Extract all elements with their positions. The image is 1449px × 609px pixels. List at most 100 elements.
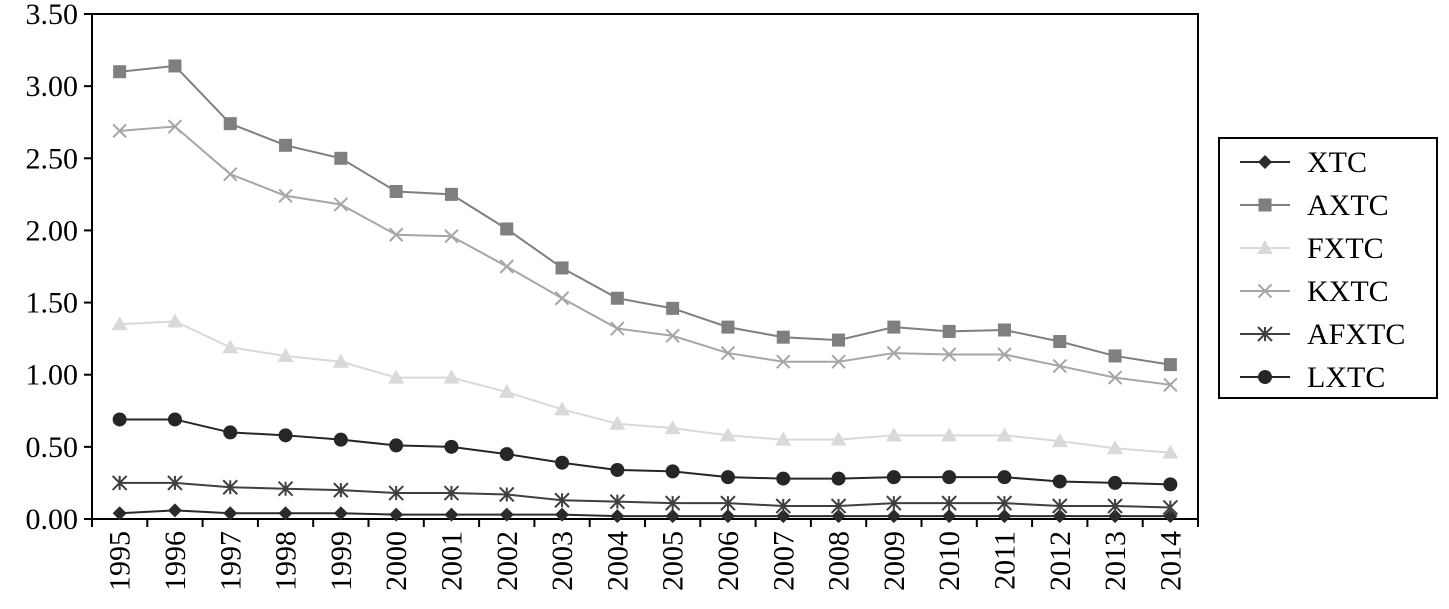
series-layer [111, 59, 1179, 524]
legend-label: KXTC [1307, 275, 1389, 308]
data-point-fxtc [609, 415, 626, 430]
data-point-xtc [1108, 509, 1123, 524]
legend-marker [1257, 240, 1273, 254]
data-point-fxtc [830, 431, 847, 446]
data-point-xtc [665, 509, 680, 524]
x-tick-label: 2010 [933, 531, 966, 591]
data-point-fxtc [885, 427, 902, 442]
data-point-kxtc [1107, 370, 1123, 385]
data-point-axtc [942, 324, 956, 338]
data-point-axtc [1053, 335, 1067, 349]
data-point-kxtc [333, 197, 349, 212]
data-point-afxtc [388, 485, 404, 501]
data-point-afxtc [554, 492, 570, 508]
data-point-axtc [113, 65, 127, 79]
data-point-xtc [886, 509, 901, 524]
data-point-lxtc [720, 470, 735, 485]
x-tick-label: 2002 [491, 531, 524, 591]
data-point-fxtc [996, 427, 1013, 442]
data-point-axtc [279, 138, 293, 152]
y-tick-label: 1.50 [26, 287, 79, 320]
data-point-xtc [942, 509, 957, 524]
data-point-kxtc [610, 321, 625, 336]
data-point-axtc [610, 291, 624, 305]
x-tick-label: 2014 [1154, 531, 1187, 591]
data-point-fxtc [1107, 440, 1124, 455]
data-point-xtc [997, 509, 1012, 524]
data-point-lxtc [1163, 477, 1178, 492]
data-point-axtc [887, 320, 901, 334]
data-point-fxtc [388, 369, 405, 384]
data-point-kxtc [444, 228, 459, 244]
y-axis: 0.00 0.50 1.00 1.50 2.00 2.50 3.00 3.50 [26, 0, 92, 536]
data-point-afxtc [1107, 498, 1123, 514]
data-point-kxtc [886, 345, 902, 361]
data-point-afxtc [996, 495, 1013, 511]
data-point-lxtc [499, 447, 514, 462]
x-tick-label: 1997 [214, 531, 247, 591]
data-point-axtc [997, 323, 1011, 337]
x-tick-label: 1995 [104, 531, 137, 591]
legend-label: XTC [1307, 146, 1367, 179]
x-tick-label: 1998 [270, 531, 303, 591]
data-point-xtc [776, 509, 791, 524]
legend-item-axtc: AXTC [1240, 189, 1389, 222]
y-tick-label: 0.00 [26, 503, 79, 536]
legend-item-kxtc: KXTC [1240, 275, 1389, 308]
data-point-afxtc [111, 475, 128, 491]
data-point-xtc [610, 509, 625, 524]
series-kxtc [112, 119, 1178, 393]
legend-frame [1218, 137, 1438, 399]
series-line-fxtc [119, 320, 1171, 454]
data-point-fxtc [554, 401, 571, 416]
series-axtc [113, 59, 1177, 372]
data-point-xtc [333, 506, 348, 521]
data-point-lxtc [831, 471, 846, 486]
x-tick-label: 2000 [380, 531, 413, 591]
data-point-lxtc [555, 455, 570, 470]
data-point-xtc [389, 507, 404, 522]
data-point-kxtc [223, 166, 238, 182]
y-tick-label: 3.50 [26, 0, 79, 31]
data-point-afxtc [886, 495, 902, 511]
legend: XTC AXTC FXTC KXTC AFXTC LXTC [1218, 137, 1438, 399]
y-tick-label: 1.00 [26, 359, 79, 392]
series-fxtc [111, 313, 1179, 459]
data-point-afxtc [941, 495, 957, 511]
legend-label: FXTC [1307, 232, 1384, 265]
data-point-kxtc [665, 328, 680, 343]
data-point-kxtc [1052, 358, 1067, 374]
data-point-kxtc [1163, 377, 1178, 393]
data-point-lxtc [942, 470, 957, 485]
data-point-fxtc [498, 384, 515, 399]
data-point-kxtc [278, 188, 293, 204]
data-point-lxtc [223, 425, 238, 440]
data-point-lxtc [610, 462, 625, 477]
data-point-xtc [499, 507, 514, 522]
data-point-axtc [666, 301, 680, 315]
data-point-afxtc [167, 475, 183, 491]
x-tick-label: 2003 [546, 531, 579, 591]
data-point-axtc [721, 320, 735, 334]
legend-item-fxtc: FXTC [1240, 232, 1384, 265]
legend-label: AXTC [1307, 189, 1389, 222]
data-point-kxtc [499, 259, 514, 274]
legend-item-lxtc: LXTC [1240, 361, 1385, 394]
legend-marker [1258, 155, 1272, 169]
x-tick-label: 2007 [767, 531, 800, 591]
data-point-axtc [500, 222, 514, 236]
x-tick-label: 2005 [657, 531, 690, 591]
data-point-fxtc [166, 313, 183, 328]
data-point-lxtc [444, 439, 459, 454]
data-point-lxtc [167, 412, 182, 427]
data-point-afxtc [720, 495, 736, 511]
data-point-xtc [167, 503, 182, 518]
data-point-axtc [832, 333, 846, 347]
x-axis: 1995 1996 1997 1998 1999 2000 2001 2002 2003 2004… [91, 519, 1199, 591]
data-point-kxtc [997, 347, 1012, 362]
data-point-afxtc [609, 493, 626, 510]
data-point-fxtc [277, 347, 294, 362]
x-tick-label: 2008 [823, 531, 856, 591]
x-tick-label: 2006 [712, 531, 745, 591]
